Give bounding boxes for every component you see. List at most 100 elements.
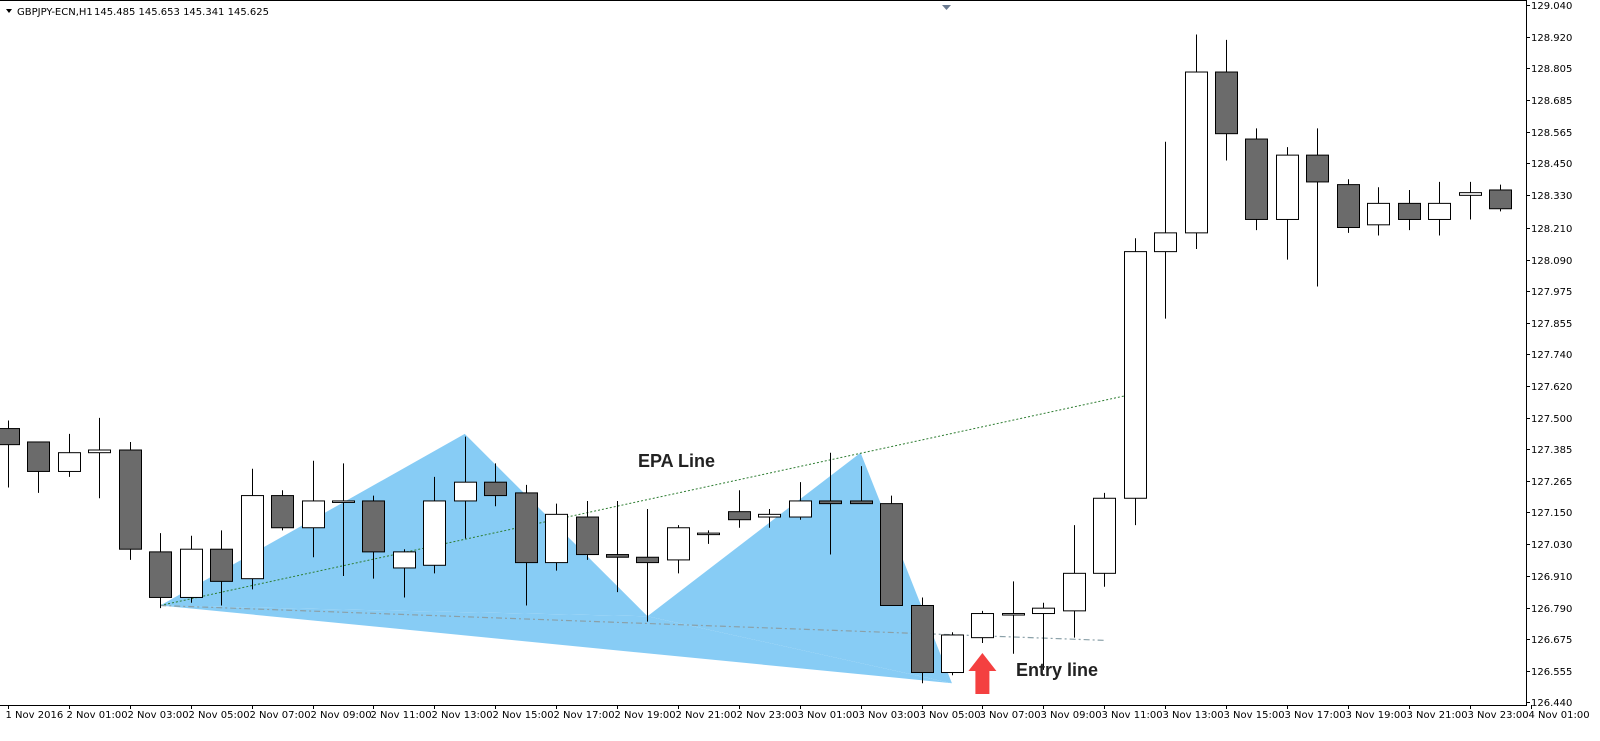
bull-candle-body <box>393 551 416 569</box>
x-tick-label: 2 Nov 15:00 <box>493 710 554 721</box>
y-tick-label: 128.805 <box>1531 64 1572 75</box>
x-tick-label: 2 Nov 09:00 <box>311 710 372 721</box>
y-tick-label: 127.385 <box>1531 445 1572 456</box>
y-tick-label: 126.910 <box>1531 572 1572 583</box>
bull-candle-body <box>1185 71 1208 234</box>
x-tick-label: 2 Nov 05:00 <box>189 710 250 721</box>
candle <box>88 417 111 499</box>
candle <box>210 530 233 606</box>
bull-candle-body <box>1032 607 1055 615</box>
chart-shift-marker-icon[interactable] <box>942 5 951 10</box>
y-tick-label: 127.500 <box>1531 414 1572 425</box>
bull-candle-body <box>1093 497 1116 574</box>
candle <box>1093 492 1116 587</box>
x-tick-label: 2 Nov 07:00 <box>250 710 311 721</box>
x-tick-label: 2 Nov 01:00 <box>67 710 128 721</box>
bear-candle-body <box>119 449 142 550</box>
x-tick-label: 3 Nov 13:00 <box>1163 710 1224 721</box>
y-tick-label: 128.210 <box>1531 224 1572 235</box>
candle <box>515 484 538 606</box>
candle <box>728 490 751 528</box>
candle <box>971 610 994 644</box>
candle <box>454 436 477 539</box>
candle <box>271 490 294 531</box>
pattern-triangle <box>160 433 648 617</box>
candle <box>393 549 416 598</box>
bear-candle-body <box>271 495 294 529</box>
y-tick-label: 128.565 <box>1531 128 1572 139</box>
y-tick-label: 127.975 <box>1531 287 1572 298</box>
bull-candle-body <box>241 495 264 580</box>
candle <box>941 632 964 676</box>
candle <box>1032 602 1055 670</box>
candle <box>1306 128 1329 287</box>
y-tick-label: 128.450 <box>1531 159 1572 170</box>
bear-candle-body <box>1398 202 1421 220</box>
bear-candle-body <box>1489 189 1512 210</box>
bull-candle-body <box>302 500 325 529</box>
x-tick-label: 2 Nov 13:00 <box>432 710 493 721</box>
bull-candle-body <box>180 548 203 598</box>
collapse-triangle-icon[interactable] <box>6 9 12 13</box>
bull-candle-body <box>667 527 690 561</box>
y-tick-label: 127.855 <box>1531 319 1572 330</box>
x-axis-ticks: 1 Nov 2016 2 Nov 01:00 2 Nov 03:00 2 Nov 05… <box>6 705 1590 721</box>
candle <box>545 503 568 571</box>
candle <box>636 508 659 622</box>
x-tick-label: 3 Nov 05:00 <box>920 710 981 721</box>
candle <box>27 441 50 493</box>
x-tick-label: 2 Nov 11:00 <box>371 710 432 721</box>
candle <box>667 525 690 574</box>
x-tick-label: 3 Nov 11:00 <box>1102 710 1163 721</box>
pattern-triangle <box>647 452 952 684</box>
bear-candle-body <box>819 500 842 505</box>
y-tick-label: 128.090 <box>1531 256 1572 267</box>
candle <box>1428 181 1451 236</box>
bear-candle-body <box>728 511 751 521</box>
candle <box>302 460 325 558</box>
y-tick-label: 127.265 <box>1531 477 1572 488</box>
y-tick-label: 127.740 <box>1531 350 1572 361</box>
x-tick-label: 3 Nov 01:00 <box>798 710 859 721</box>
y-tick-label: 127.150 <box>1531 508 1572 519</box>
bull-candle-body <box>1276 154 1299 220</box>
bear-candle-body <box>606 554 629 558</box>
arrow-shape <box>968 653 997 694</box>
x-tick-label: 1 Nov 2016 <box>6 710 64 721</box>
x-tick-label: 2 Nov 19:00 <box>615 710 676 721</box>
x-tick-label: 3 Nov 15:00 <box>1224 710 1285 721</box>
candle <box>1185 34 1208 249</box>
x-tick-label: 3 Nov 07:00 <box>980 710 1041 721</box>
x-tick-label: 3 Nov 23:00 <box>1468 710 1529 721</box>
bear-candle-body <box>636 556 659 564</box>
y-tick-label: 128.920 <box>1531 33 1572 44</box>
bull-candle-body <box>758 513 781 518</box>
candle <box>241 468 264 590</box>
ohlc-values: 145.485 145.653 145.341 145.625 <box>94 7 269 18</box>
x-tick-label: 3 Nov 21:00 <box>1407 710 1468 721</box>
bear-candle-body <box>1306 154 1329 183</box>
candle <box>1276 147 1299 260</box>
bull-candle-body <box>423 500 446 566</box>
candle <box>332 463 355 577</box>
candle <box>758 508 781 528</box>
bear-candle-body <box>880 503 903 606</box>
bull-candle-body <box>332 500 355 503</box>
y-tick-label: 128.330 <box>1531 191 1572 202</box>
candle <box>1367 187 1390 236</box>
candle <box>606 500 629 593</box>
candle <box>1337 179 1360 233</box>
bear-candle-body <box>1215 71 1238 135</box>
candle <box>0 420 20 488</box>
bull-candle-body <box>1459 192 1482 196</box>
entry-arrow-icon <box>968 653 997 694</box>
x-tick-label: 2 Nov 23:00 <box>737 710 798 721</box>
candle <box>119 441 142 560</box>
y-tick-label: 126.675 <box>1531 635 1572 646</box>
bull-candle-body <box>1002 613 1025 616</box>
bear-candle-body <box>149 551 172 598</box>
axes <box>0 0 1527 706</box>
x-tick-label: 4 Nov 01:00 <box>1529 710 1590 721</box>
candle <box>576 500 599 560</box>
